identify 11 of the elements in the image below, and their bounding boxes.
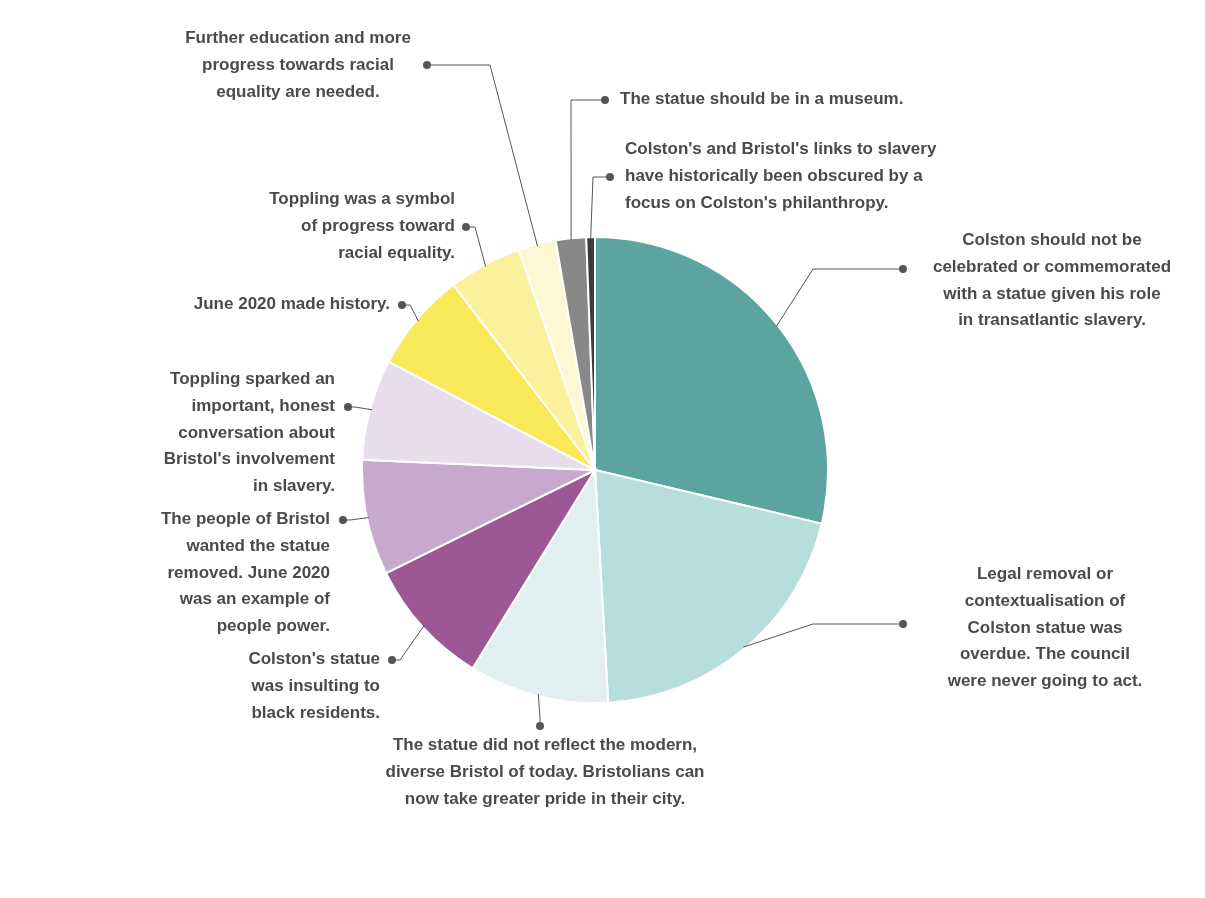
slice-label: Further education and more progress towards racial equality are needed. — [185, 28, 411, 102]
slice-label: Colston's statue was insulting to black residents. — [248, 649, 380, 723]
slice-label: Toppling was a symbol of progress toward racial equality. — [269, 189, 455, 263]
slice-label: Colston's and Bristol's links to slavery have historically been obscured by a focus on Colston's philanthropy. — [625, 139, 937, 213]
slice-label: The statue did not reflect the modern, diverse Bristol of today. Bristolians can now take greater pride in their city. — [385, 735, 705, 809]
slice-label: Colston should not be celebrated or commemorated with a statue given his role in transatlantic slavery. — [932, 230, 1172, 330]
slice-label: June 2020 made history. — [193, 294, 390, 314]
slice-label: Toppling sparked an important, honest conversation about Bristol's involvement in slavery. — [163, 369, 336, 496]
slice-label: The people of Bristol wanted the statue removed. June 2020 was an example of people power. — [160, 509, 331, 636]
slice-label: The statue should be in a museum. — [620, 89, 904, 109]
slice-label: Legal removal or contextualisation of Colston statue was overdue. The council were never going to act. — [946, 564, 1143, 691]
